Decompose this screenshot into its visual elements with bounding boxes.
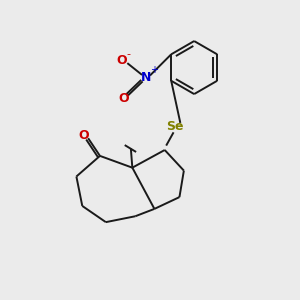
Text: Se: Se <box>166 120 184 133</box>
Text: O: O <box>78 129 89 142</box>
Text: -: - <box>127 49 130 59</box>
Text: N: N <box>140 71 151 84</box>
Text: +: + <box>150 64 158 75</box>
Text: O: O <box>117 54 127 67</box>
Text: O: O <box>118 92 129 105</box>
